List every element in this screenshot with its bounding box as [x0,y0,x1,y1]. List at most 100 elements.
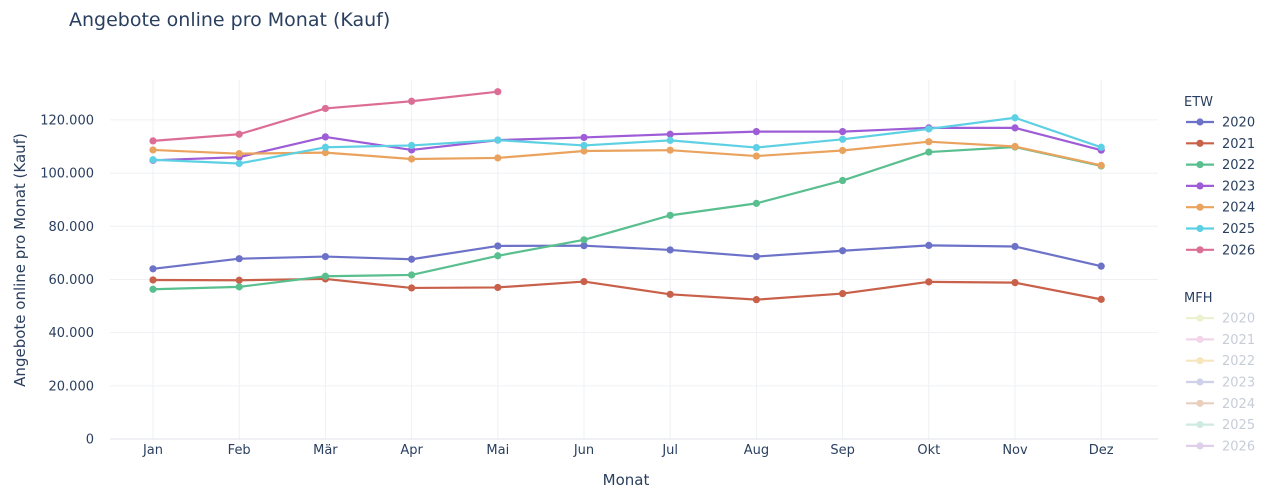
data-point-etw-2025 [408,141,416,150]
data-point-etw-2023 [1011,124,1019,132]
x-tick-label: Aug [744,443,769,458]
legend-label: 2022 [1222,354,1255,369]
data-point-etw-2022 [580,236,588,244]
legend-group-title: MFH [1184,291,1212,306]
data-point-etw-2024 [752,152,761,160]
data-point-etw-2023 [752,127,761,136]
series-line-etw-2024 [151,140,1103,167]
data-point-etw-2022 [494,252,502,260]
data-point-etw-2024 [235,150,243,158]
data-point-etw-2020 [839,247,847,255]
legend-item-mfh-2020[interactable]: 2020 [1186,312,1255,327]
data-point-etw-2020 [580,242,588,250]
data-point-etw-2022 [925,148,933,156]
legend-item-etw-2020[interactable]: 2020 [1186,116,1255,131]
data-point-etw-2024 [839,146,847,155]
legend-label: 2023 [1222,179,1255,194]
legend-item-etw-2023[interactable]: 2023 [1186,179,1255,194]
legend-item-mfh-2023[interactable]: 2023 [1186,376,1255,391]
legend-item-mfh-2021[interactable]: 2021 [1186,333,1255,348]
data-point-etw-2024 [321,148,329,157]
legend-label: 2025 [1222,418,1255,433]
legend-swatch-marker [1196,399,1204,407]
x-axis-title: Monat [603,471,650,489]
x-tick-label: Mai [486,443,509,458]
legend-label: 2023 [1222,376,1255,391]
data-point-etw-2026 [408,97,416,105]
data-point-etw-2024 [925,138,933,146]
legend-item-mfh-2024[interactable]: 2024 [1186,397,1255,412]
data-point-etw-2025 [752,143,761,152]
data-point-etw-2021 [408,284,416,292]
legend-group-title: ETW [1184,95,1213,110]
legend-swatch-marker [1196,314,1204,322]
data-point-etw-2024 [494,154,502,162]
data-point-etw-2021 [1011,279,1019,287]
x-tick-label: Jan [142,443,163,458]
y-tick-label: 60.000 [49,273,95,288]
data-point-etw-2026 [149,137,157,145]
legend-item-etw-2021[interactable]: 2021 [1186,137,1255,152]
legend-item-mfh-2022[interactable]: 2022 [1186,354,1255,369]
series-line-etw-2021 [151,277,1103,301]
legend-label: 2021 [1222,333,1255,348]
legend-item-etw-2024[interactable]: 2024 [1186,201,1255,216]
data-point-etw-2020 [1011,242,1019,251]
legend-item-etw-2025[interactable]: 2025 [1186,222,1255,237]
data-point-etw-2025 [235,159,243,168]
data-point-etw-2025 [1097,143,1105,151]
x-tick-label: Nov [1002,443,1028,458]
chart-title: Angebote online pro Monat (Kauf) [69,9,391,31]
series-lines [149,88,1105,304]
data-point-etw-2024 [580,147,588,155]
x-tick-label: Dez [1089,443,1114,458]
data-point-etw-2023 [321,133,329,141]
data-point-etw-2021 [494,283,502,292]
y-tick-label: 100.000 [40,167,94,182]
y-tick-label: 80.000 [49,220,95,235]
legend-swatch-marker [1196,161,1204,169]
legend-label: 2024 [1222,201,1255,216]
data-point-etw-2020 [149,265,157,273]
data-point-etw-2020 [321,252,329,261]
data-point-etw-2025 [666,136,674,144]
data-point-etw-2022 [839,176,847,185]
x-axis-ticks: Jan Feb Mär Apr Mai Jun Jul Aug Sep Okt Nov Dez [142,443,1114,458]
data-point-etw-2026 [235,130,243,138]
legend-swatch-marker [1196,139,1204,147]
data-point-etw-2024 [1097,161,1105,169]
legend-swatch-marker [1196,182,1204,190]
legend-swatch-marker [1196,357,1204,365]
data-point-etw-2021 [752,296,761,304]
legend-item-etw-2022[interactable]: 2022 [1186,158,1255,173]
legend-item-mfh-2025[interactable]: 2025 [1186,418,1255,433]
legend-label: 2026 [1222,243,1255,258]
legend-item-etw-2026[interactable]: 2026 [1186,243,1255,258]
data-point-etw-2020 [408,255,416,263]
data-point-etw-2020 [235,255,243,263]
legend-swatch-marker [1196,246,1204,254]
data-point-etw-2021 [1097,295,1105,303]
data-point-etw-2025 [839,135,847,143]
data-point-etw-2022 [321,272,329,280]
legend-item-mfh-2026[interactable]: 2026 [1186,439,1255,454]
y-tick-label: 0 [86,433,94,448]
y-axis-title: Angebote online pro Monat (Kauf) [11,133,29,387]
data-point-etw-2022 [149,285,157,293]
legend-swatch-marker [1196,335,1204,343]
legend-label: 2020 [1222,116,1255,131]
data-point-etw-2024 [666,146,674,154]
data-point-etw-2021 [149,276,157,284]
data-point-etw-2022 [752,199,761,207]
legend-swatch-marker [1196,378,1204,386]
gridlines [110,80,1158,440]
data-point-etw-2023 [666,130,674,138]
data-point-etw-2026 [321,104,329,113]
data-point-etw-2021 [235,276,243,284]
legend-label: 2022 [1222,158,1255,173]
x-tick-label: Feb [228,443,251,458]
legend-label: 2025 [1222,222,1255,237]
data-point-etw-2021 [839,289,847,298]
data-point-etw-2025 [494,136,502,144]
